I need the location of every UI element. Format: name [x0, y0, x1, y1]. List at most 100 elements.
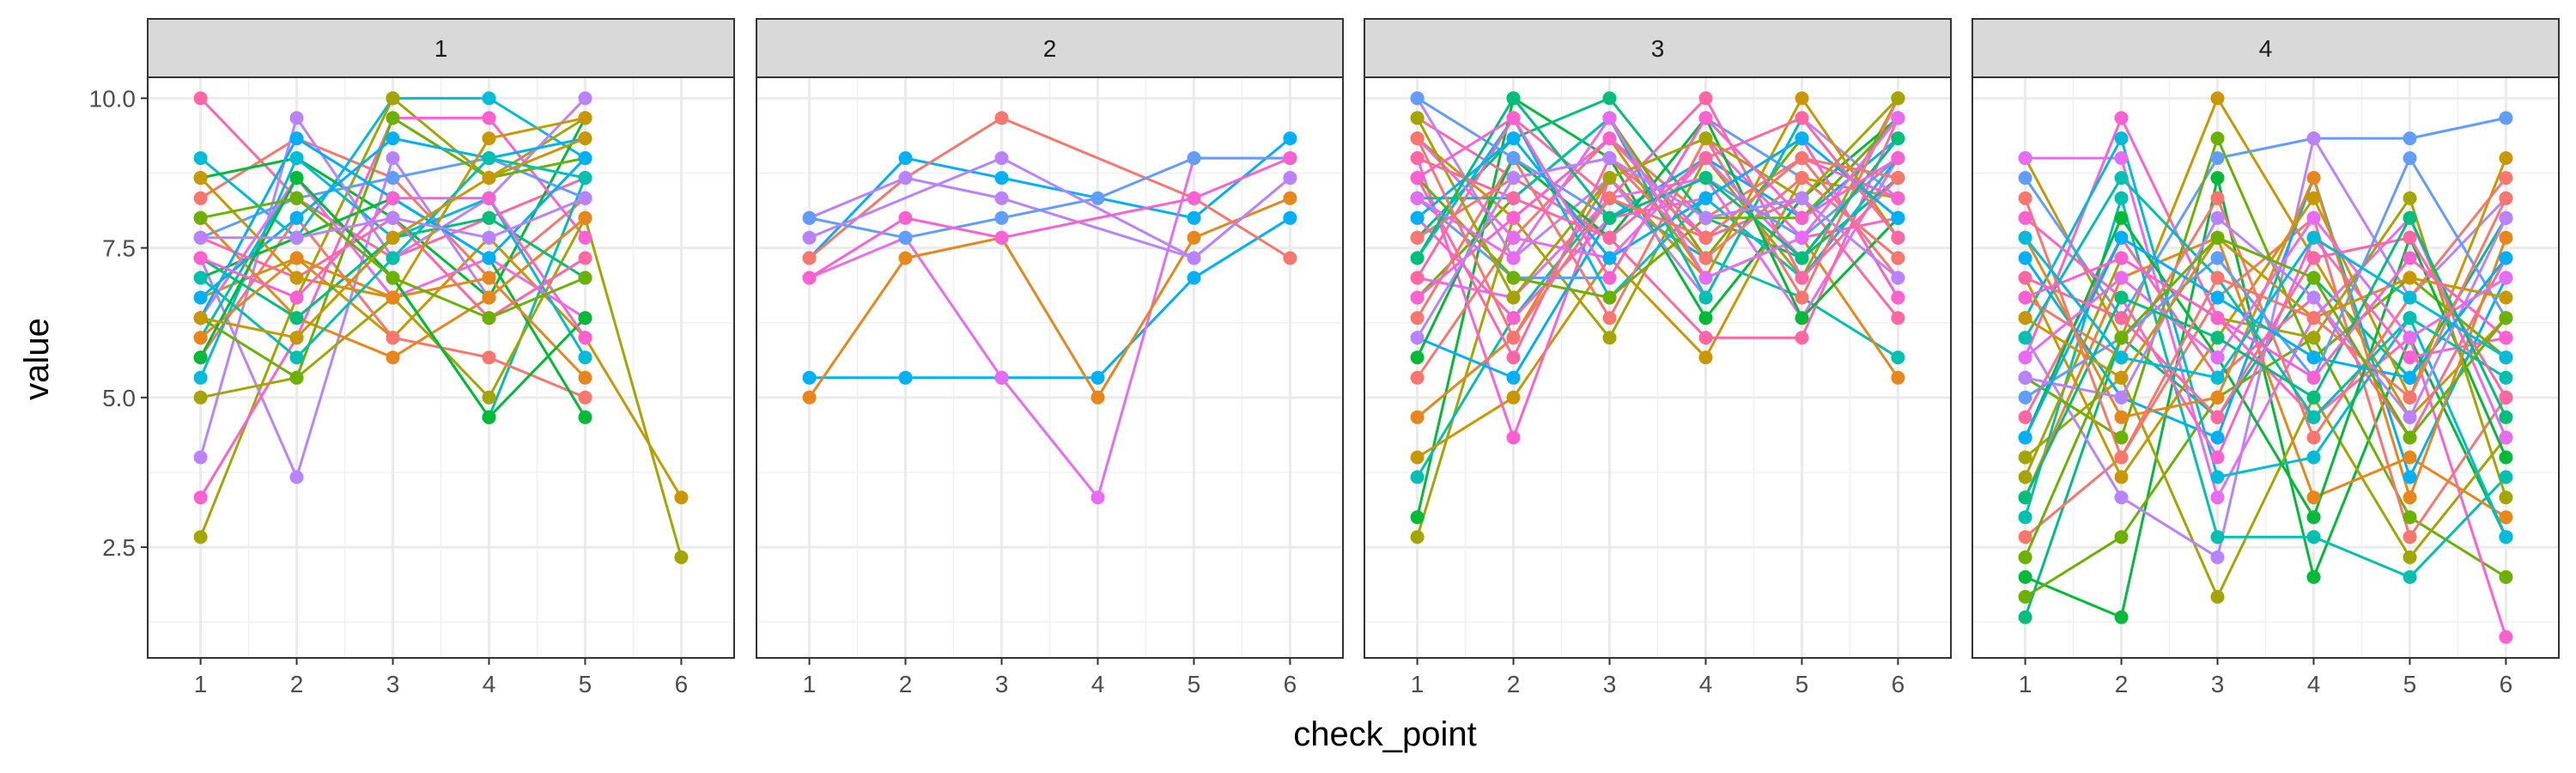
x-tick-label: 2	[899, 671, 913, 697]
data-point	[2403, 430, 2417, 445]
data-point	[289, 271, 304, 285]
data-point	[578, 350, 592, 365]
data-point	[2210, 290, 2225, 305]
data-point	[2114, 210, 2129, 225]
series-line	[2024, 376, 2507, 599]
facet-strip	[1364, 18, 1952, 78]
data-point	[2403, 510, 2417, 525]
x-tick-label: 6	[2500, 671, 2513, 697]
data-point	[2403, 530, 2417, 545]
data-point	[193, 91, 208, 106]
y-tick-label: 7.5	[102, 235, 136, 262]
data-point	[2403, 290, 2417, 305]
data-point	[1602, 290, 1617, 305]
data-point	[1698, 311, 1713, 326]
data-point	[1602, 151, 1617, 166]
data-point	[1891, 171, 1905, 186]
data-point	[2210, 490, 2225, 505]
data-point	[2114, 450, 2129, 465]
facet-strip	[147, 18, 735, 78]
data-point	[1187, 230, 1201, 245]
data-point	[193, 311, 208, 326]
data-point	[289, 171, 304, 186]
data-point	[674, 490, 689, 505]
data-point	[2018, 450, 2032, 465]
data-point	[2403, 251, 2417, 265]
data-point	[2114, 151, 2129, 166]
data-point	[2306, 230, 2321, 245]
x-tick-label: 4	[1091, 671, 1105, 697]
series-line	[2024, 96, 2507, 419]
data-point	[1187, 151, 1201, 166]
series-line	[1416, 116, 1899, 299]
data-point	[1698, 151, 1713, 166]
data-point	[2499, 111, 2513, 125]
data-point	[482, 131, 496, 146]
data-point	[2499, 430, 2513, 445]
data-point	[2018, 589, 2032, 604]
series-lines	[1416, 96, 1899, 538]
data-point	[1410, 191, 1425, 205]
data-point	[2210, 151, 2225, 166]
data-point	[289, 210, 304, 225]
data-point	[2306, 131, 2321, 146]
data-point	[994, 370, 1009, 385]
data-point	[994, 191, 1009, 205]
data-point	[482, 230, 496, 245]
data-point	[898, 171, 913, 186]
data-point	[2403, 350, 2417, 365]
data-point	[2403, 151, 2417, 166]
data-point	[1698, 111, 1713, 125]
data-point	[802, 390, 817, 405]
data-point	[386, 131, 400, 146]
data-point	[289, 470, 304, 484]
data-point	[2306, 210, 2321, 225]
data-point	[2018, 171, 2032, 186]
data-point	[1091, 390, 1105, 405]
data-point	[1283, 191, 1297, 205]
data-point	[482, 91, 496, 106]
data-point	[898, 230, 913, 245]
data-point	[2018, 530, 2032, 545]
series-line	[808, 197, 1291, 399]
data-point	[2018, 210, 2032, 225]
data-point	[2210, 350, 2225, 365]
x-tick-label: 5	[579, 671, 592, 697]
series-line	[2024, 236, 2507, 380]
series-line	[2024, 236, 2507, 558]
data-point	[289, 131, 304, 146]
data-point	[2114, 271, 2129, 285]
data-point	[2306, 390, 2321, 405]
x-tick-label: 3	[2211, 671, 2225, 697]
data-point	[1891, 350, 1905, 365]
data-point	[1283, 151, 1297, 166]
data-point	[578, 210, 592, 225]
data-point	[2210, 271, 2225, 285]
x-tick-label: 1	[194, 671, 208, 697]
data-point	[289, 370, 304, 385]
facet-strip-label: 3	[1651, 35, 1665, 62]
data-point	[1698, 271, 1713, 285]
data-point	[1410, 151, 1425, 166]
data-point	[289, 311, 304, 326]
data-point	[1410, 230, 1425, 245]
data-point	[2306, 271, 2321, 285]
data-point	[1698, 91, 1713, 106]
data-point	[2210, 191, 2225, 205]
x-tick-label: 3	[995, 671, 1009, 697]
data-point	[2306, 290, 2321, 305]
data-point	[2403, 490, 2417, 505]
data-point	[1187, 210, 1201, 225]
data-point	[2499, 510, 2513, 525]
data-point	[1891, 251, 1905, 265]
facet-panel-2: 2 1 2 3 4 5 6	[756, 18, 1344, 697]
data-point	[1602, 171, 1617, 186]
data-point	[1410, 450, 1425, 465]
data-point	[2018, 430, 2032, 445]
data-point	[2499, 251, 2513, 265]
data-point	[289, 230, 304, 245]
data-point	[2114, 111, 2129, 125]
data-point	[2306, 191, 2321, 205]
series-points	[193, 91, 689, 564]
series-line	[2024, 156, 2507, 399]
